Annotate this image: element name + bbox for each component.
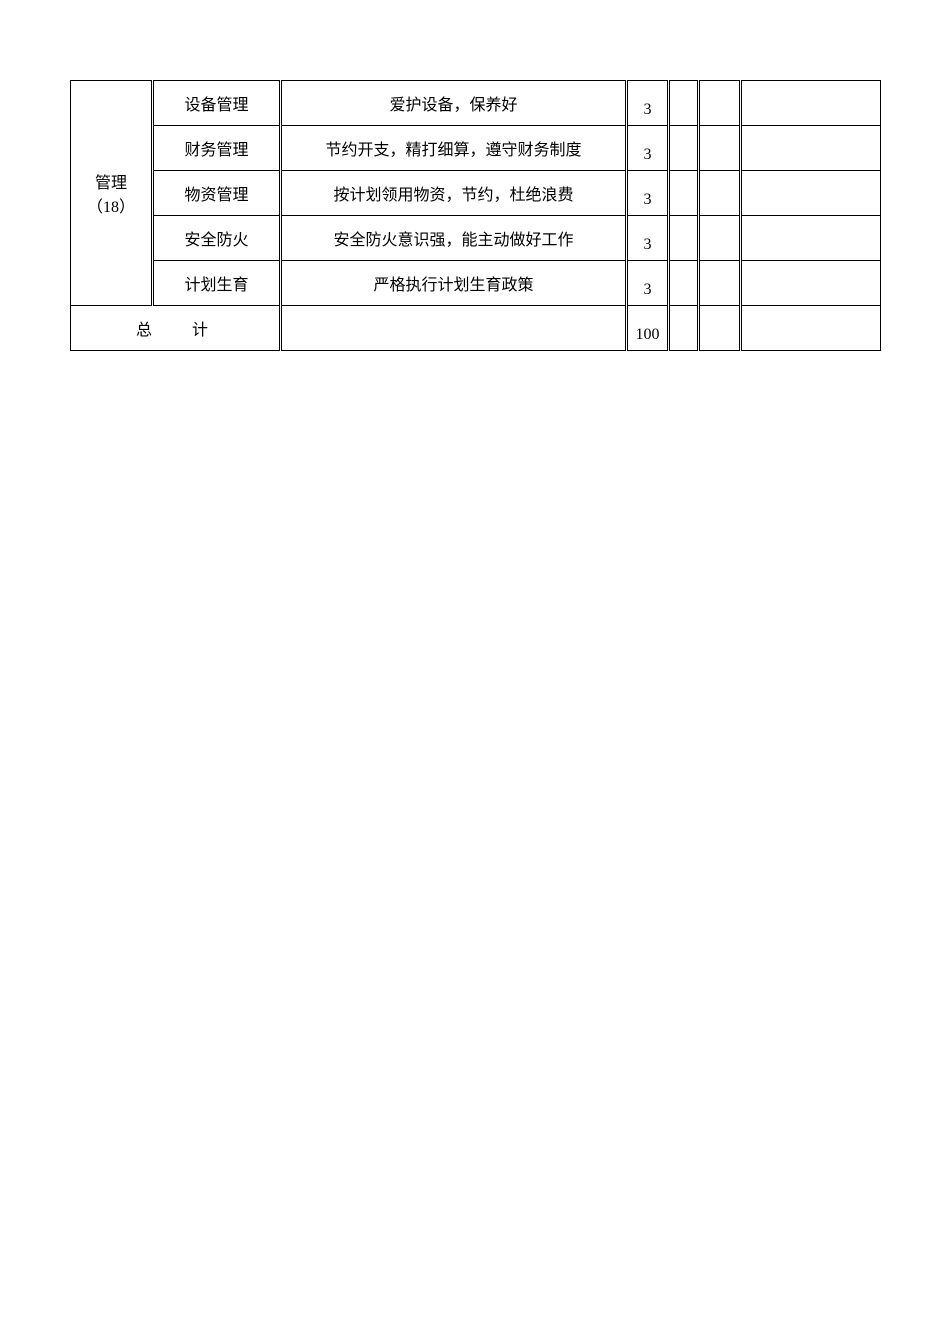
empty-cell	[669, 126, 699, 171]
table-row: 安全防火 安全防火意识强，能主动做好工作 3	[71, 216, 881, 261]
total-label: 总计	[71, 306, 279, 350]
desc-text: 安全防火意识强，能主动做好工作	[282, 216, 625, 260]
total-label-cell: 总计	[71, 306, 281, 351]
table-row: 计划生育 严格执行计划生育政策 3	[71, 261, 881, 306]
category-cell: 管理 （18）	[71, 81, 153, 306]
empty-cell	[741, 81, 881, 126]
desc-cell: 严格执行计划生育政策	[281, 261, 627, 306]
item-label: 安全防火	[154, 216, 279, 260]
score-value: 3	[644, 191, 652, 208]
empty-cell	[669, 171, 699, 216]
score-value: 3	[644, 101, 652, 118]
empty-cell	[669, 261, 699, 306]
empty-cell	[699, 126, 741, 171]
empty-cell	[741, 171, 881, 216]
category-score: （18）	[77, 193, 145, 217]
empty-cell	[741, 216, 881, 261]
desc-cell: 安全防火意识强，能主动做好工作	[281, 216, 627, 261]
total-desc-cell	[281, 306, 627, 351]
item-cell: 物资管理	[153, 171, 281, 216]
score-cell: 3	[627, 81, 669, 126]
desc-text: 节约开支，精打细算，遵守财务制度	[282, 126, 625, 170]
empty-cell	[669, 216, 699, 261]
item-cell: 计划生育	[153, 261, 281, 306]
score-cell: 3	[627, 126, 669, 171]
item-label: 物资管理	[154, 171, 279, 215]
score-value: 3	[644, 281, 652, 298]
item-label: 计划生育	[154, 261, 279, 305]
empty-cell	[699, 81, 741, 126]
item-cell: 设备管理	[153, 81, 281, 126]
desc-text: 按计划领用物资，节约，杜绝浪费	[282, 171, 625, 215]
score-cell: 3	[627, 216, 669, 261]
empty-cell	[699, 261, 741, 306]
empty-cell	[669, 306, 699, 351]
table-row: 物资管理 按计划领用物资，节约，杜绝浪费 3	[71, 171, 881, 216]
item-label: 财务管理	[154, 126, 279, 170]
desc-cell: 节约开支，精打细算，遵守财务制度	[281, 126, 627, 171]
total-score-value: 100	[636, 326, 660, 343]
category-label: 管理	[77, 169, 145, 193]
empty-cell	[669, 81, 699, 126]
score-value: 3	[644, 146, 652, 163]
empty-cell	[699, 306, 741, 351]
evaluation-table: 管理 （18） 设备管理 爱护设备，保养好 3	[70, 80, 881, 351]
score-value: 3	[644, 236, 652, 253]
desc-text: 爱护设备，保养好	[282, 81, 625, 125]
empty-cell	[741, 306, 881, 351]
score-cell: 3	[627, 261, 669, 306]
table-row: 管理 （18） 设备管理 爱护设备，保养好 3	[71, 81, 881, 126]
desc-text: 严格执行计划生育政策	[282, 261, 625, 305]
empty-cell	[699, 171, 741, 216]
total-row: 总计 100	[71, 306, 881, 351]
empty-cell	[741, 126, 881, 171]
score-cell: 3	[627, 171, 669, 216]
total-score-cell: 100	[627, 306, 669, 351]
item-cell: 财务管理	[153, 126, 281, 171]
empty-cell	[741, 261, 881, 306]
desc-cell: 爱护设备，保养好	[281, 81, 627, 126]
item-label: 设备管理	[154, 81, 279, 125]
item-cell: 安全防火	[153, 216, 281, 261]
desc-cell: 按计划领用物资，节约，杜绝浪费	[281, 171, 627, 216]
table-row: 财务管理 节约开支，精打细算，遵守财务制度 3	[71, 126, 881, 171]
empty-cell	[699, 216, 741, 261]
